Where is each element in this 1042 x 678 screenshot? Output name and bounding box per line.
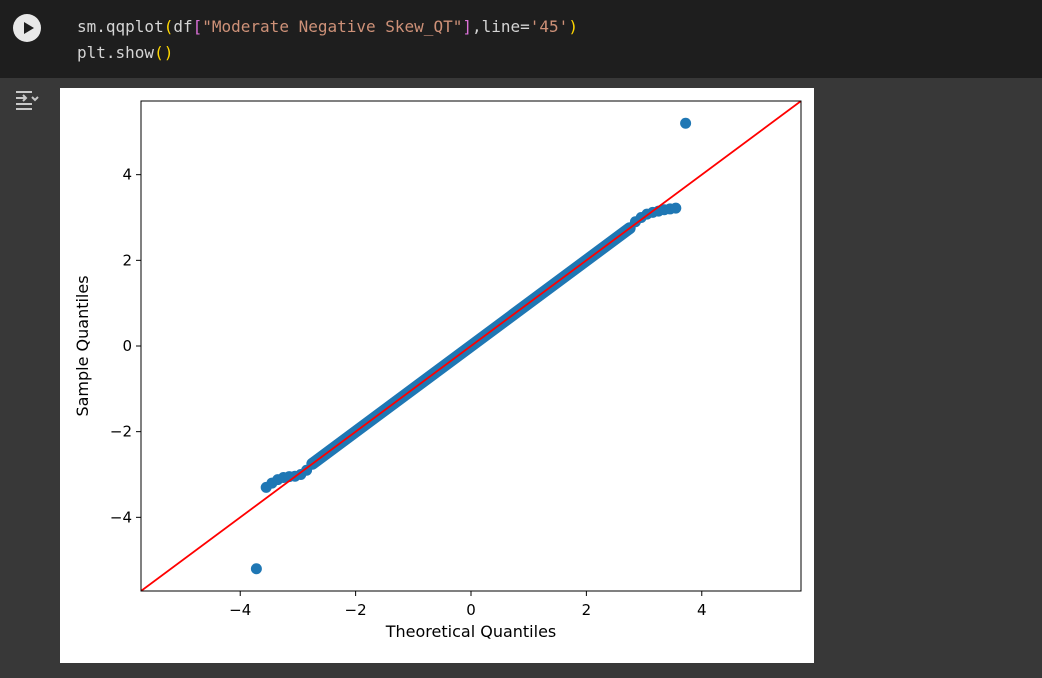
y-axis-label: Sample Quantiles (73, 275, 92, 416)
code-token: ( (163, 17, 174, 36)
code-cell[interactable]: sm.qqplot(df["Moderate Negative Skew_QT"… (0, 0, 1042, 78)
data-point (680, 117, 692, 129)
run-cell-button[interactable] (13, 14, 41, 42)
data-point (250, 563, 262, 575)
code-line: plt.show() (77, 43, 173, 62)
qq-plot: −4 −2 0 2 4 −4 −2 0 2 4 Theoretical Quantiles Sampl… (73, 100, 802, 641)
data-point (670, 202, 682, 214)
x-tick-label: −4 (229, 601, 251, 619)
output-toggle-button[interactable] (14, 88, 42, 112)
y-tick-label: 2 (122, 251, 132, 269)
code-token: [ (192, 17, 203, 36)
play-icon (24, 22, 34, 34)
code-token: plt.show (77, 43, 155, 62)
x-tick-label: 0 (466, 601, 476, 619)
y-tick-label: 0 (122, 337, 132, 355)
code-token: ,line= (471, 17, 530, 36)
cell-output: −4 −2 0 2 4 −4 −2 0 2 4 Theoretical Quantiles Sampl… (60, 88, 814, 663)
x-axis-label: Theoretical Quantiles (385, 622, 557, 641)
output-toggle-icon (16, 91, 39, 110)
code-token: ) (568, 17, 578, 36)
code-token: sm.qqplot (77, 17, 164, 36)
code-token: df (173, 17, 193, 36)
x-tick-label: 4 (697, 601, 707, 619)
code-token: () (154, 43, 174, 62)
code-token: ] (462, 17, 472, 36)
plot-area (141, 101, 801, 591)
x-tick-label: 2 (582, 601, 592, 619)
y-tick-label: −4 (110, 508, 132, 526)
reference-line-45 (141, 101, 801, 591)
y-tick-label: −2 (110, 423, 132, 441)
code-token: "Moderate Negative Skew_QT" (202, 17, 463, 36)
x-tick-label: −2 (345, 601, 367, 619)
code-token: '45' (529, 17, 569, 36)
y-tick-label: 4 (122, 166, 132, 184)
code-line: sm.qqplot(df["Moderate Negative Skew_QT"… (77, 17, 578, 36)
code-editor[interactable]: sm.qqplot(df["Moderate Negative Skew_QT"… (77, 14, 578, 66)
